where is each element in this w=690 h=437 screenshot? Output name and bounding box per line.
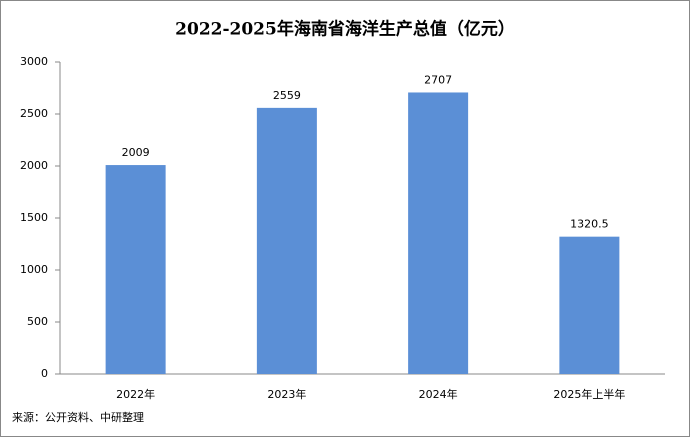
bar <box>256 107 317 374</box>
y-tick-label: 1000 <box>20 263 48 276</box>
y-tick-label: 0 <box>41 367 48 380</box>
y-tick-label: 1500 <box>20 211 48 224</box>
x-tick-label: 2023年 <box>267 387 306 401</box>
x-tick-label: 2025年上半年 <box>553 387 625 401</box>
x-tick-label: 2024年 <box>419 387 458 401</box>
data-label: 2707 <box>424 73 452 86</box>
source-note: 来源：公开资料、中研整理 <box>12 410 144 424</box>
y-tick-label: 2500 <box>20 107 48 120</box>
x-tick-label: 2022年 <box>116 387 155 401</box>
y-tick-label: 3000 <box>20 55 48 68</box>
data-label: 1320.5 <box>570 218 609 231</box>
bar <box>559 236 620 374</box>
y-tick-label: 500 <box>27 315 48 328</box>
chart-title: 2022-2025年海南省海洋生产总值（亿元） <box>175 19 515 40</box>
y-tick-label: 2000 <box>20 159 48 172</box>
data-label: 2559 <box>273 89 301 102</box>
data-label: 2009 <box>122 146 150 159</box>
bar <box>105 165 166 374</box>
bar <box>408 92 469 375</box>
